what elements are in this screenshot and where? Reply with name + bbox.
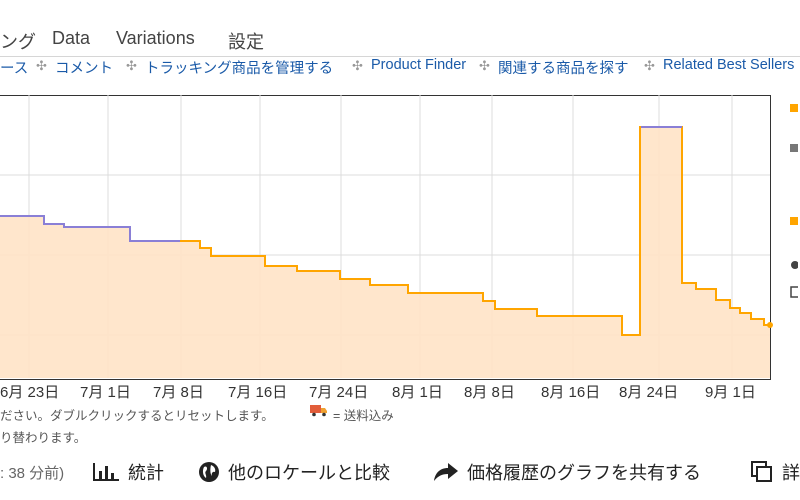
x-tick-label: 7月 8日 [153,384,204,401]
tab-divider [0,56,800,57]
tab-ranking[interactable]: ング [0,32,36,52]
x-tick-label: 8月 24日 [619,384,679,401]
x-tick-label: 8月 8日 [464,384,515,401]
compare-locales-label: 他のロケールと比較 [228,463,390,483]
radio-icon[interactable] [790,258,799,273]
tab-data[interactable]: Data [52,28,91,48]
shipping-note: = 送料込み [333,409,394,423]
details-label: 詳 [782,463,800,483]
truck-icon [310,404,328,420]
stats-button[interactable]: 統計 [92,459,164,488]
price-line-purple [0,215,180,242]
x-tick-label: 9月 1日 [705,384,756,401]
price-history-chart[interactable] [0,95,800,385]
separator-icon: ✣ [644,58,655,73]
share-graph-button[interactable]: 価格履歴のグラフを共有する [433,459,701,488]
tab-variations[interactable]: Variations [116,28,195,48]
x-tick-label: 7月 1日 [80,384,131,401]
link-manage-tracking[interactable]: トラッキング商品を管理する [145,61,334,77]
link-comments[interactable]: コメント [55,61,113,77]
globe-icon [198,461,220,488]
share-graph-label: 価格履歴のグラフを共有する [467,463,701,483]
legend-marker-icon[interactable] [790,213,798,228]
link-product-finder[interactable]: Product Finder [371,57,467,73]
link-source[interactable]: ース [0,61,29,77]
details-button[interactable]: 詳 [750,459,800,489]
x-tick-label: 7月 16日 [228,384,288,401]
chart-hint-2: り替わります。 [0,431,87,445]
legend-marker-icon[interactable] [790,140,798,155]
price-line-orange [180,126,770,336]
separator-icon: ✣ [126,58,137,73]
separator-icon: ✣ [352,58,363,73]
checkbox-icon[interactable] [790,286,800,301]
bar-chart-icon [92,461,120,488]
x-tick-label: 6月 23日 [0,384,60,401]
current-price-marker [767,322,773,328]
separator-icon: ✣ [36,58,47,73]
price-area [0,127,770,378]
share-arrow-icon [433,461,459,488]
x-tick-label: 8月 1日 [392,384,443,401]
x-tick-label: 8月 16日 [541,384,601,401]
update-time: : 38 分前) [0,465,65,482]
tab-settings[interactable]: 設定 [228,32,264,52]
link-related-best-sellers[interactable]: Related Best Sellers [663,57,795,73]
separator-icon: ✣ [479,58,490,73]
x-tick-label: 7月 24日 [309,384,369,401]
link-find-related[interactable]: 関連する商品を探す [498,61,629,77]
chart-hint: ださい。ダブルクリックするとリセットします。 [0,409,274,423]
compare-locales-button[interactable]: 他のロケールと比較 [198,459,390,488]
copy-icon [750,460,774,489]
stats-label: 統計 [128,463,164,483]
legend-marker-icon[interactable] [790,100,798,115]
